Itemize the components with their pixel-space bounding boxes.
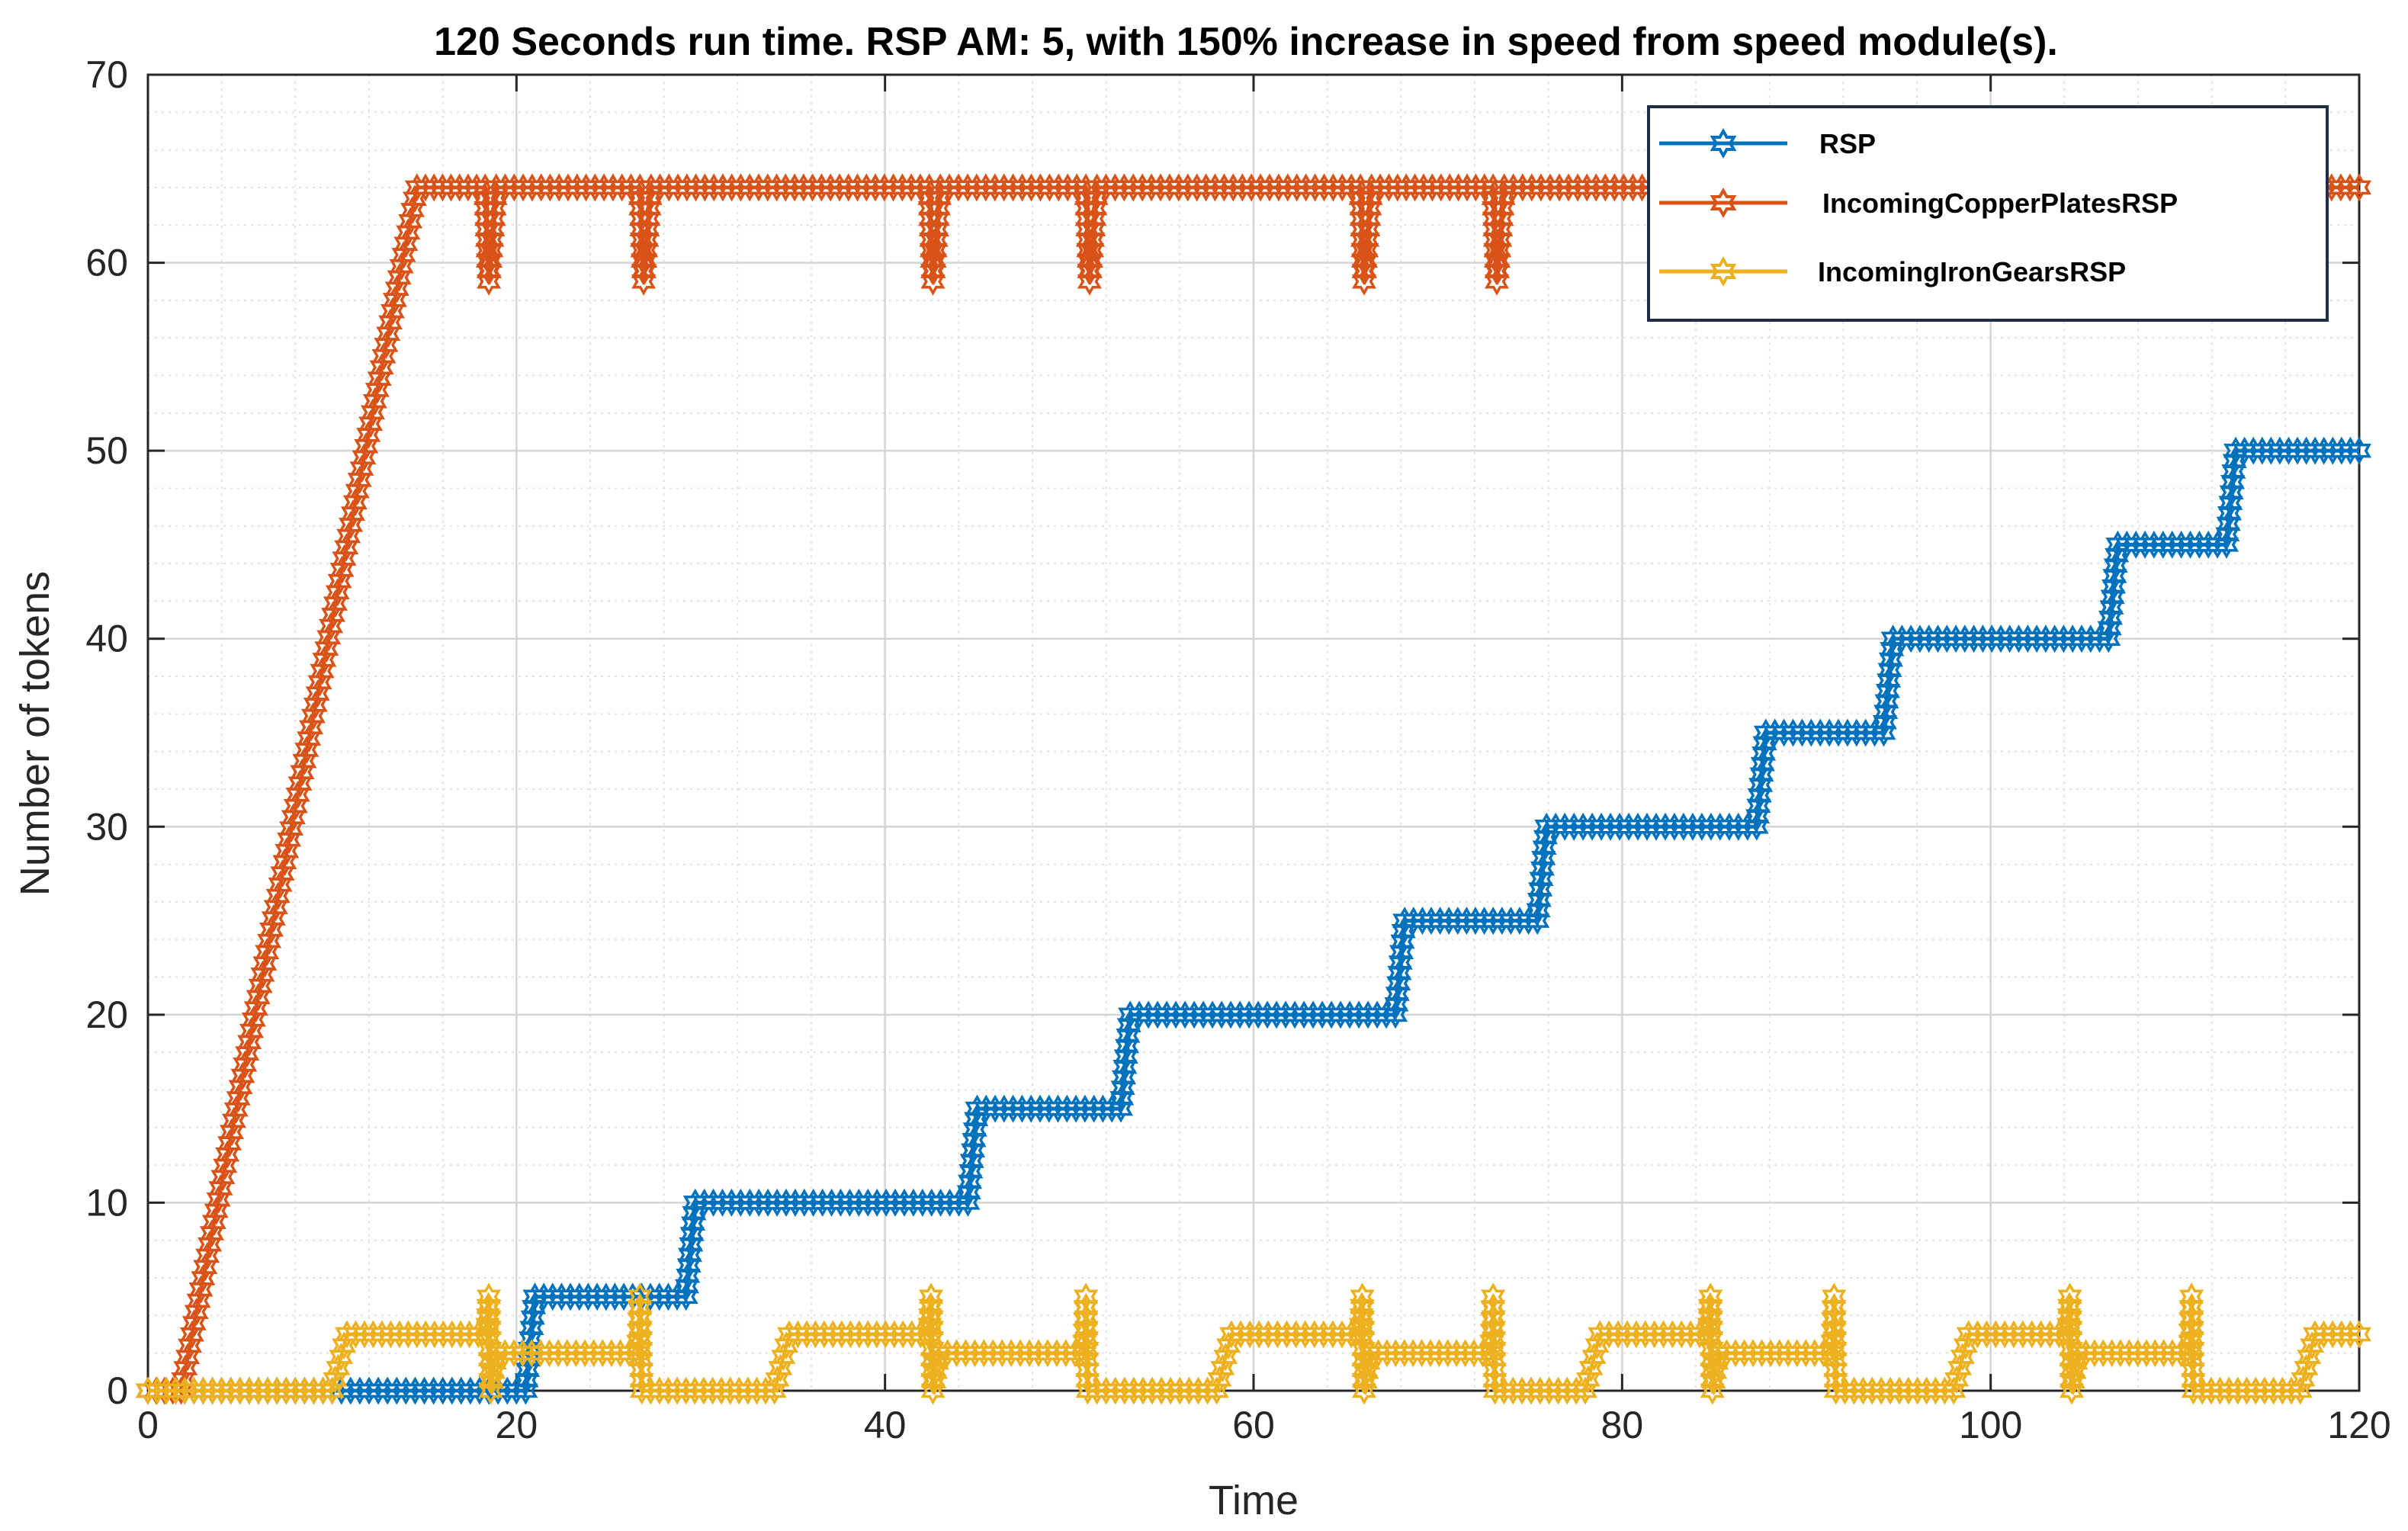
y-tick-label: 50 [85,429,128,472]
data-point [2338,1320,2363,1349]
data-point [1075,1366,1100,1395]
series-layer [135,173,2372,1405]
data-point [2337,173,2362,202]
chart-title: 120 Seconds run time. RSP AM: 5, with 15… [434,20,2058,64]
data-point [1100,1094,1125,1123]
data-point [1516,907,1541,936]
x-axis-ticks: 0 20 40 60 80 100 120 [137,75,2391,1446]
y-tick-label: 30 [85,805,128,848]
data-point [504,1376,529,1405]
x-tick-label: 20 [496,1404,538,1446]
data-point [946,1188,971,1217]
legend-marker-rsp [1710,127,1737,159]
x-tick-label: 120 [2327,1404,2390,1446]
y-tick-label: 0 [107,1369,128,1412]
y-tick-label: 20 [85,993,128,1036]
x-tick-label: 100 [1959,1404,2022,1446]
data-point [2338,436,2363,465]
data-point [1735,812,1760,841]
y-tick-label: 40 [85,618,128,660]
data-point [2346,1320,2372,1349]
series-incomingcopperplatesrsp [135,173,2372,1405]
data-point [2181,1366,2206,1395]
legend-marker-incomingcopperplatesrsp [1710,187,1737,219]
x-tick-label: 40 [864,1404,907,1446]
x-axis-label: Time [1209,1478,1299,1523]
y-tick-label: 10 [85,1181,128,1224]
y-axis-label: Number of tokens [12,571,58,896]
y-axis-ticks: 0 10 20 30 40 50 60 70 [85,53,2359,1412]
y-tick-label: 70 [85,53,128,96]
legend-label-incomingirongearsrsp: IncomingIronGearsRSP [1818,256,2126,287]
data-point [2346,173,2372,202]
y-tick-label: 60 [85,242,128,284]
x-tick-label: 60 [1232,1404,1275,1446]
data-point [1482,1366,1507,1395]
data-point [1823,1366,1848,1395]
legend: RSP IncomingCopperPlatesRSP IncomingIronGe… [1647,105,2329,322]
legend-marker-incomingirongearsrsp [1710,255,1737,287]
legend-label-rsp: RSP [1819,128,1876,159]
x-tick-label: 80 [1601,1404,1644,1446]
data-point [2205,530,2230,559]
x-tick-label: 0 [137,1404,159,1446]
data-point [1374,1000,1399,1029]
data-point [1862,718,1887,747]
data-point [2346,436,2372,465]
data-point [664,1282,690,1311]
series-incomingirongearsrsp [135,1282,2372,1405]
data-point [2087,624,2112,653]
legend-label-incomingcopperplatesrsp: IncomingCopperPlatesRSP [1822,188,2178,219]
data-point [629,1366,654,1395]
